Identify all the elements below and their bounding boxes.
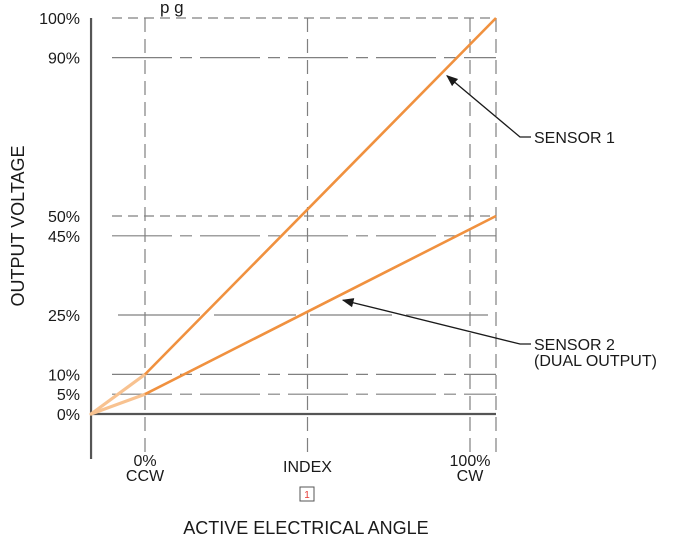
- x-tick-labels: 0%CCW INDEX 100%CW: [126, 453, 491, 485]
- y-tick-label-5: 5%: [57, 387, 80, 404]
- series-2-line: [144, 214, 497, 396]
- y-tick-label-0: 0%: [57, 407, 80, 424]
- axes: [89, 18, 496, 459]
- footnote-marker-text: 1: [304, 490, 310, 501]
- y-tick-label-25: 25%: [48, 308, 80, 325]
- series-1-line: [144, 17, 497, 376]
- x-tick-label-1-line1: 100%: [450, 453, 491, 470]
- series-2-label-line2: (DUAL OUTPUT): [534, 353, 657, 370]
- y-tick-label-100: 100%: [39, 11, 80, 28]
- top-text-fragment: p g: [160, 0, 184, 17]
- x-tick-label-1-line2: CW: [457, 468, 485, 485]
- y-tick-label-10: 10%: [48, 367, 80, 384]
- series-2-callout-line: [341, 298, 531, 345]
- footnote-marker: 1: [299, 486, 315, 502]
- series-lines: [89, 17, 497, 416]
- x-axis-title: ACTIVE ELECTRICAL ANGLE: [183, 518, 428, 538]
- y-tick-label-45: 45%: [48, 229, 80, 246]
- x-tick-label-0-line1: 0%: [133, 453, 156, 470]
- y-axis-title: OUTPUT VOLTAGE: [8, 145, 28, 306]
- y-tick-label-90: 90%: [48, 51, 80, 68]
- y-tick-labels: 0% 5% 10% 25% 45% 50% 90% 100%: [39, 11, 80, 424]
- series-1-label: SENSOR 1: [534, 130, 615, 147]
- footnote-marker-box: [299, 486, 315, 502]
- grid-lines: [112, 17, 497, 456]
- series-1-callout-line: [446, 75, 531, 138]
- series-callouts: SENSOR 1 SENSOR 2(DUAL OUTPUT): [341, 75, 657, 370]
- series-2-label: SENSOR 2: [534, 337, 615, 354]
- y-tick-label-50: 50%: [48, 209, 80, 226]
- x-tick-label-0.5-line1: INDEX: [283, 459, 332, 476]
- series-1-lead-segment: [89, 372, 147, 416]
- series-2-lead-segment: [89, 392, 147, 416]
- x-tick-label-0-line2: CCW: [126, 468, 165, 485]
